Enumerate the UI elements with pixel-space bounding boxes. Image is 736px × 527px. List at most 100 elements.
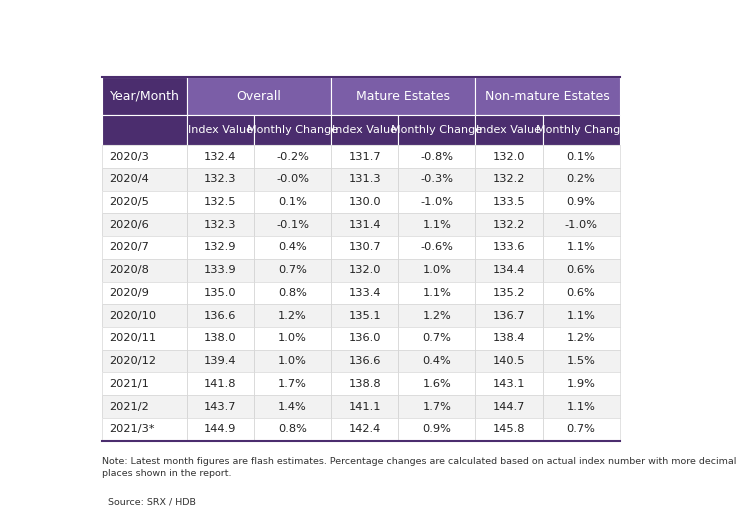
Text: 132.0: 132.0 (348, 265, 381, 275)
Bar (398, 418, 475, 441)
Bar (254, 395, 331, 418)
Text: 1.7%: 1.7% (278, 379, 307, 389)
Bar (254, 168, 331, 191)
Bar (331, 77, 475, 115)
Bar (187, 213, 254, 236)
Text: 133.6: 133.6 (492, 242, 526, 252)
Text: 1.0%: 1.0% (278, 334, 307, 344)
Bar (542, 350, 620, 373)
Text: 143.7: 143.7 (204, 402, 236, 412)
Bar (187, 350, 254, 373)
Text: 0.1%: 0.1% (278, 197, 307, 207)
Text: Non-mature Estates: Non-mature Estates (485, 90, 610, 103)
Bar (331, 236, 398, 259)
Text: 136.7: 136.7 (492, 310, 526, 320)
Bar (331, 213, 398, 236)
Bar (187, 236, 254, 259)
Text: Index Value: Index Value (476, 125, 542, 135)
Text: 132.3: 132.3 (204, 220, 236, 230)
Bar (254, 145, 331, 168)
Bar (102, 115, 187, 145)
Bar (331, 115, 398, 145)
Bar (398, 213, 475, 236)
Text: 2020/11: 2020/11 (109, 334, 156, 344)
Text: 2020/5: 2020/5 (109, 197, 149, 207)
Text: 1.5%: 1.5% (567, 356, 595, 366)
Text: 1.1%: 1.1% (567, 310, 595, 320)
Bar (187, 115, 254, 145)
Bar (398, 395, 475, 418)
Bar (475, 373, 542, 395)
Text: -0.3%: -0.3% (420, 174, 453, 184)
Bar (102, 168, 620, 191)
Text: 144.9: 144.9 (204, 424, 236, 434)
Text: 130.0: 130.0 (348, 197, 381, 207)
Bar (331, 327, 398, 350)
Bar (542, 304, 620, 327)
Bar (398, 373, 475, 395)
Bar (187, 373, 254, 395)
Bar (542, 327, 620, 350)
Bar (475, 213, 542, 236)
Bar (187, 77, 331, 115)
Text: 1.2%: 1.2% (422, 310, 451, 320)
Text: 132.2: 132.2 (493, 174, 526, 184)
Text: -0.2%: -0.2% (276, 152, 309, 162)
Bar (475, 281, 542, 304)
Text: 131.3: 131.3 (348, 174, 381, 184)
Text: 132.3: 132.3 (204, 174, 236, 184)
Text: 132.9: 132.9 (204, 242, 236, 252)
Text: Note: Latest month figures are flash estimates. Percentage changes are calculate: Note: Latest month figures are flash est… (102, 457, 736, 477)
Bar (254, 259, 331, 281)
Text: 0.4%: 0.4% (278, 242, 307, 252)
Text: 131.7: 131.7 (348, 152, 381, 162)
Text: 1.1%: 1.1% (567, 242, 595, 252)
Bar (254, 418, 331, 441)
Text: 1.0%: 1.0% (278, 356, 307, 366)
Bar (398, 350, 475, 373)
Text: 144.7: 144.7 (493, 402, 526, 412)
Text: 0.6%: 0.6% (567, 265, 595, 275)
Text: 131.4: 131.4 (348, 220, 381, 230)
Text: 130.7: 130.7 (348, 242, 381, 252)
Text: -0.8%: -0.8% (420, 152, 453, 162)
Bar (475, 191, 542, 213)
Bar (398, 259, 475, 281)
Text: 2020/6: 2020/6 (109, 220, 149, 230)
Bar (102, 281, 620, 304)
Bar (187, 259, 254, 281)
Text: -0.1%: -0.1% (276, 220, 309, 230)
Bar (102, 418, 187, 441)
Bar (254, 327, 331, 350)
Bar (102, 213, 620, 236)
Bar (398, 191, 475, 213)
Text: Source: SRX / HDB: Source: SRX / HDB (108, 497, 196, 506)
Bar (542, 168, 620, 191)
Bar (102, 77, 187, 115)
Bar (542, 236, 620, 259)
Text: 0.7%: 0.7% (278, 265, 307, 275)
Text: -0.6%: -0.6% (420, 242, 453, 252)
Bar (475, 145, 542, 168)
Bar (102, 304, 187, 327)
Bar (331, 191, 398, 213)
Text: 0.8%: 0.8% (278, 424, 307, 434)
Text: 1.6%: 1.6% (422, 379, 451, 389)
Bar (331, 304, 398, 327)
Bar (102, 418, 620, 441)
Bar (398, 327, 475, 350)
Bar (102, 327, 187, 350)
Text: 1.7%: 1.7% (422, 402, 451, 412)
Text: 1.2%: 1.2% (278, 310, 307, 320)
Text: 2021/1: 2021/1 (109, 379, 149, 389)
Bar (187, 168, 254, 191)
Text: 1.1%: 1.1% (567, 402, 595, 412)
Text: Monthly Change: Monthly Change (392, 125, 482, 135)
Text: Mature Estates: Mature Estates (356, 90, 450, 103)
Bar (102, 213, 187, 236)
Text: 2021/2: 2021/2 (109, 402, 149, 412)
Text: 132.2: 132.2 (493, 220, 526, 230)
Text: 136.6: 136.6 (204, 310, 236, 320)
Text: 132.5: 132.5 (204, 197, 236, 207)
Bar (542, 145, 620, 168)
